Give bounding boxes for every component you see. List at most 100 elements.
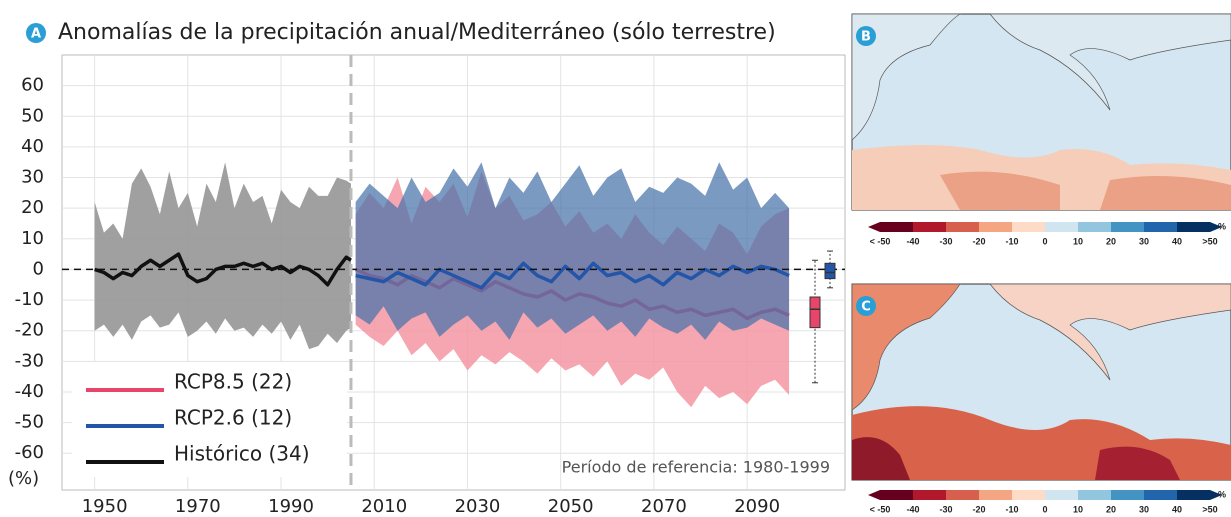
colorbar-label: -10	[1005, 504, 1018, 514]
colorbar-unit: %	[1218, 221, 1226, 231]
colorbar-swatch	[1045, 490, 1078, 500]
land	[851, 283, 961, 411]
colorbar-label: 30	[1139, 504, 1149, 514]
band	[94, 162, 351, 350]
box	[809, 296, 821, 329]
annotation: Período de referencia: 1980-1999	[562, 458, 830, 477]
panel-label: C	[861, 300, 871, 315]
colorbar-label: >50	[1202, 236, 1217, 246]
land	[1100, 176, 1231, 210]
colorbar-label: -10	[1005, 236, 1018, 246]
colorbar-label: 20	[1106, 504, 1116, 514]
panel-badge	[26, 23, 46, 43]
colorbar-swatch	[1012, 490, 1045, 500]
colorbar-swatch	[1045, 222, 1078, 232]
colorbar-swatch	[946, 490, 979, 500]
colorbar-swatch	[1111, 490, 1144, 500]
colorbar-swatch	[1078, 222, 1111, 232]
colorbar-swatch	[1144, 222, 1177, 232]
colorbar-swatch	[1111, 222, 1144, 232]
colorbar-swatch	[1177, 222, 1210, 232]
legend-label: Histórico (34)	[174, 442, 310, 466]
y-tick-label: -20	[15, 320, 44, 341]
colorbar-swatch	[1078, 490, 1111, 500]
legend: RCP8.5 (22) RCP2.6 (12) Histórico (34)	[72, 362, 347, 477]
colorbar-swatch	[1012, 222, 1045, 232]
box	[824, 262, 836, 280]
colorbar-swatch	[913, 490, 946, 500]
colorbar: < -50 -40 -30 -20 -10 0 10 20 30 40 >50%	[868, 221, 1226, 246]
chart-title: Anomalías de la precipitación anual/Medi…	[58, 20, 776, 45]
colorbar-label: 30	[1139, 236, 1149, 246]
colorbar-label: 10	[1073, 504, 1083, 514]
legend-label: RCP2.6 (12)	[174, 406, 292, 430]
x-tick-label: 1950	[82, 496, 128, 517]
y-tick-label: -40	[15, 381, 44, 402]
panel-badge	[856, 296, 876, 316]
colorbar-unit: %	[1218, 489, 1226, 499]
map-b: B	[851, 13, 1231, 211]
y-tick-label: -50	[15, 412, 44, 433]
colorbar-label: -20	[972, 504, 985, 514]
y-tick-label: 40	[21, 136, 44, 157]
colorbar-label: -30	[939, 236, 952, 246]
legend-label: RCP8.5 (22)	[174, 370, 292, 394]
y-tick-label: 10	[21, 228, 44, 249]
colorbar-label: < -50	[870, 236, 891, 246]
plot	[62, 55, 845, 490]
x-tick-label: 2090	[734, 496, 780, 517]
y-tick-label: -30	[15, 350, 44, 371]
colorbar-label: -40	[906, 236, 919, 246]
line	[355, 261, 790, 290]
land	[989, 283, 1231, 381]
legend-box	[72, 362, 347, 477]
y-tick-label: 20	[21, 197, 44, 218]
x-tick-label: 1970	[175, 496, 221, 517]
colorbar-swatch	[946, 222, 979, 232]
x-tick-label: 2050	[548, 496, 594, 517]
y-tick-label: 60	[21, 75, 44, 96]
colorbar-label: >50	[1202, 504, 1217, 514]
map-c: C	[851, 283, 1231, 481]
colorbar-label: 20	[1106, 236, 1116, 246]
colorbar-swatch	[880, 490, 913, 500]
colorbar-arrow	[868, 222, 880, 232]
land	[989, 13, 1231, 111]
colorbar-arrow	[1210, 222, 1222, 232]
panel-label: A	[31, 27, 41, 42]
colorbar-label: 0	[1042, 504, 1047, 514]
land	[851, 13, 962, 141]
colorbar-swatch	[979, 490, 1012, 500]
colorbar-label: 10	[1073, 236, 1083, 246]
colorbar-label: -30	[939, 504, 952, 514]
y-tick-label: -60	[15, 442, 44, 463]
colorbar-arrow	[868, 490, 880, 500]
x-tick-label: 1990	[268, 496, 314, 517]
colorbar-label: < -50	[870, 504, 891, 514]
colorbar-swatch	[880, 222, 913, 232]
colorbar-label: -20	[972, 236, 985, 246]
band	[355, 162, 790, 340]
colorbar-swatch	[913, 222, 946, 232]
colorbar: < -50 -40 -30 -20 -10 0 10 20 30 40 >50%	[868, 489, 1226, 514]
land	[852, 437, 910, 480]
panel-label: B	[861, 30, 871, 45]
x-tick-label: 2030	[455, 496, 501, 517]
colorbar-swatch	[979, 222, 1012, 232]
colorbar-label: 40	[1172, 504, 1182, 514]
colorbar-swatch	[1144, 490, 1177, 500]
land	[1095, 446, 1180, 480]
colorbar-arrow	[1210, 490, 1222, 500]
land	[940, 171, 1060, 210]
x-tick-label: 2070	[641, 496, 687, 517]
colorbar-label: 0	[1042, 236, 1047, 246]
y-axis-label: (%)	[8, 468, 39, 489]
colorbar-label: -40	[906, 504, 919, 514]
y-tick-label: -10	[15, 289, 44, 310]
y-tick-label: 50	[21, 105, 44, 126]
y-tick-label: 0	[33, 258, 44, 279]
colorbar-swatch	[1177, 490, 1210, 500]
y-tick-label: 30	[21, 167, 44, 188]
